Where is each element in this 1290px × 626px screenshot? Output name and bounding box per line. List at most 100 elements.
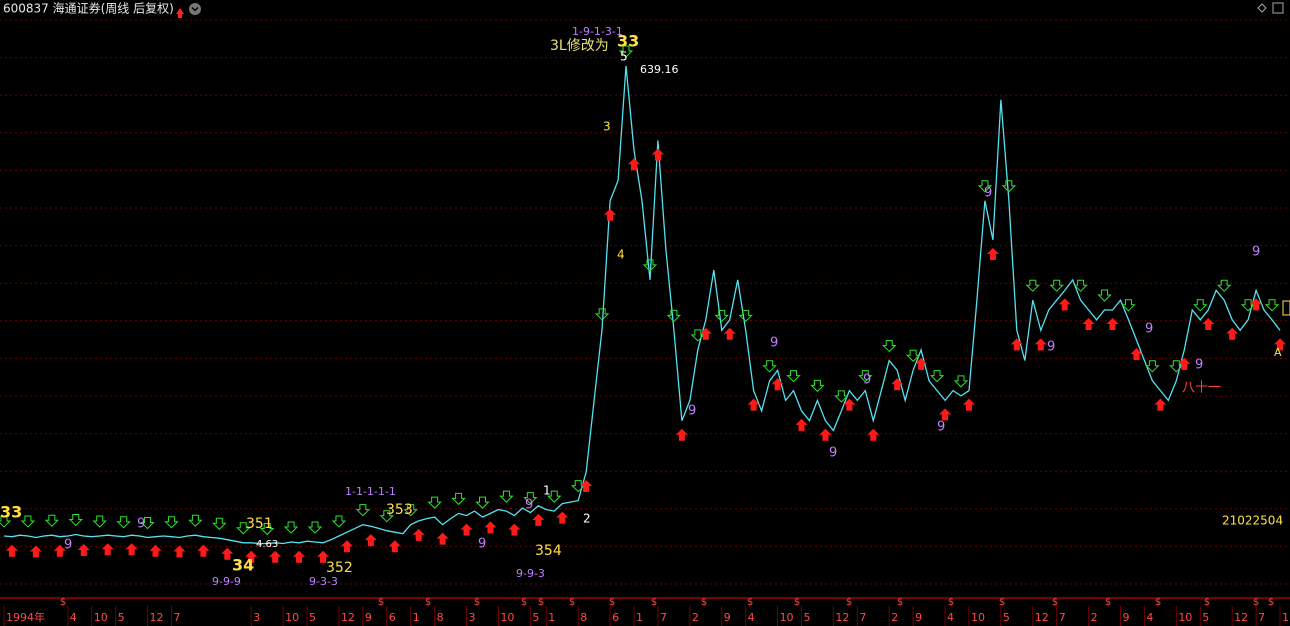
sell-signal [427,496,442,509]
x-tick-label: 3 [253,611,260,624]
buy-signal [412,528,425,541]
dividend-marker: $ [609,597,615,608]
dividend-marker: $ [60,597,66,608]
sell-signal [403,504,418,517]
annotation: 639.16 [640,63,679,76]
buy-signal [939,408,952,421]
dividend-marker: $ [1268,597,1274,608]
sell-signal [236,522,251,535]
buy-signal [125,543,138,556]
buy-signal [29,545,42,558]
count-label: 9 [1252,245,1260,260]
x-tick-label: 6 [612,611,619,624]
sell-signal [762,360,777,373]
annotation: 1 [543,484,551,498]
x-tick-label: 12 [150,611,164,624]
buy-signal [1058,298,1071,311]
x-tick-label: 10 [1178,611,1192,624]
sell-signal [1240,299,1256,312]
annotation: 352 [326,560,353,576]
buy-signal [962,398,975,411]
sell-signal [164,516,179,529]
count-label: 9 [1047,340,1055,355]
x-tick-label: 1994年 [6,610,45,624]
x-tick-label: 1 [413,611,420,624]
window-button[interactable] [1272,2,1284,14]
sell-signal [307,521,323,534]
x-tick-label: 4 [1146,611,1153,624]
sell-signal [690,329,706,342]
buy-signal [986,247,999,260]
x-tick-label: 5 [804,611,811,624]
sell-signal [1145,360,1160,373]
x-tick-label: 12 [1234,611,1248,624]
sell-signal [44,514,60,527]
sell-signal [259,523,275,536]
annotation: 3L修改为 [550,38,609,54]
count-label: 9 [137,517,145,532]
sell-signal [1169,360,1184,373]
sell-signal [20,515,36,528]
buy-signal [197,544,210,557]
dividend-marker: $ [999,597,1005,608]
sell-signal [1097,289,1112,302]
sell-signal [1193,299,1208,312]
sell-signal [858,370,873,383]
buy-signal [1106,318,1119,330]
diamond-button[interactable] [1257,3,1267,13]
sell-signal [1025,279,1040,292]
buy-signal [508,523,521,536]
x-tick-label: 12 [341,611,355,624]
buy-signal [1010,338,1023,351]
annotation: 354 [535,543,562,559]
x-tick-label: 5 [1003,611,1010,624]
dividend-marker: $ [378,597,384,608]
annotation: 34 [232,556,254,575]
sell-signal [140,516,155,530]
x-tick-label: 7 [173,611,180,624]
x-tick-label: 4 [70,611,77,624]
buy-signal [819,428,832,441]
x-tick-label: 7 [859,611,866,624]
price-line [3,65,1281,545]
buy-signal [1226,327,1239,340]
buy-signal [723,327,736,340]
side-marker [1282,300,1290,316]
menu-button[interactable] [189,3,201,15]
sell-signal [212,517,227,530]
annotation: 八十一 [1182,381,1221,396]
annotation: 4 [617,248,625,262]
buy-signal [173,545,186,558]
buy-signal [101,543,114,556]
buy-signal [604,208,617,221]
sell-signal [188,514,203,527]
sell-signal [1121,299,1136,312]
count-label: 9 [829,446,837,461]
annotation: 1-9-1-3-1 [572,25,623,38]
annotation: 4.63 [256,539,278,550]
count-label: 9 [1195,358,1203,373]
buy-signal [795,418,808,431]
dividend-marker: $ [569,597,575,608]
x-tick-label: 5 [1202,611,1209,624]
dividend-marker: $ [1052,597,1058,608]
dividend-marker: $ [651,597,657,608]
annotation: 9-3-3 [309,575,338,588]
buy-signal [628,158,641,171]
buy-signal [245,550,258,563]
x-tick-label: 9 [365,611,372,624]
dividend-marker: $ [948,597,954,608]
annotation: 33 [617,32,639,51]
count-label: 9 [688,404,696,419]
sell-signal [834,390,849,403]
buy-signal [484,521,497,534]
dividend-marker: $ [1105,597,1111,608]
count-label: 9 [525,498,533,513]
x-tick-label: 7 [660,611,667,624]
dividend-marker: $ [846,597,852,608]
x-tick-label: 1 [636,611,643,624]
annotation: 3 [603,120,611,134]
x-tick-label: 1 [1282,611,1289,624]
x-tick-label: 12 [835,611,849,624]
count-label: 9 [478,537,486,552]
